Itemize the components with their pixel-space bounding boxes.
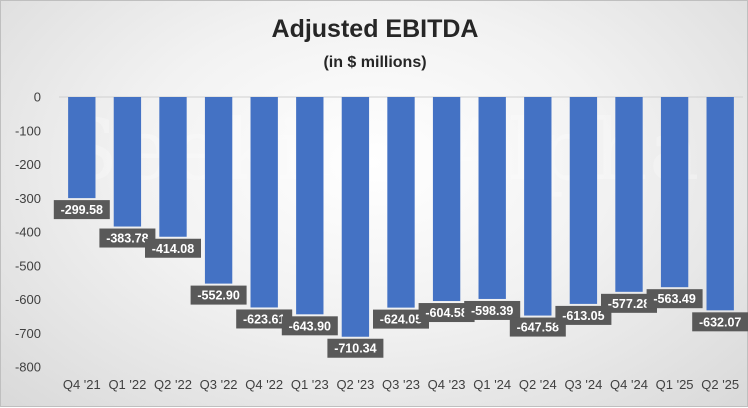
data-label: -647.58 bbox=[509, 317, 566, 337]
data-label-text: -624.05 bbox=[380, 313, 422, 327]
y-tick-label: -300 bbox=[15, 191, 41, 206]
x-tick-label: Q3 '24 bbox=[564, 377, 602, 392]
bar bbox=[250, 97, 278, 308]
y-tick-label: -500 bbox=[15, 258, 41, 273]
data-label-text: -598.39 bbox=[471, 304, 513, 318]
data-label: -710.34 bbox=[327, 338, 384, 358]
y-tick-label: -200 bbox=[15, 157, 41, 172]
data-label-text: -577.28 bbox=[608, 297, 650, 311]
data-labels: -299.58 -383.78 -414.08 -552.90 -623.61 -643.… bbox=[53, 200, 748, 358]
data-label-box bbox=[373, 309, 429, 329]
y-tick-label: -400 bbox=[15, 225, 41, 240]
data-label: -299.58 bbox=[53, 200, 110, 220]
bar bbox=[341, 97, 370, 337]
x-tick-label: Q4 '24 bbox=[610, 377, 648, 392]
bar bbox=[68, 97, 96, 199]
data-label-box bbox=[236, 309, 293, 329]
bar bbox=[387, 97, 415, 308]
data-label: -643.90 bbox=[281, 316, 338, 336]
data-label: -623.61 bbox=[236, 309, 293, 329]
x-tick-label: Q1 '23 bbox=[291, 377, 329, 392]
data-label: -383.78 bbox=[99, 228, 156, 248]
chart-subtitle: (in $ millions) bbox=[323, 54, 427, 71]
bar bbox=[296, 97, 324, 315]
data-label: -552.90 bbox=[190, 285, 247, 305]
data-label-box bbox=[692, 312, 748, 332]
x-tick-label: Q1 '25 bbox=[656, 377, 694, 392]
bar bbox=[478, 97, 506, 299]
x-tick-label: Q4 '22 bbox=[245, 377, 283, 392]
data-label: -577.28 bbox=[601, 293, 657, 313]
x-tick-label: Q2 '22 bbox=[154, 377, 192, 392]
y-tick-label: 0 bbox=[34, 90, 41, 105]
data-label-box bbox=[509, 317, 566, 337]
data-label-text: -623.61 bbox=[243, 312, 285, 326]
data-label-box bbox=[190, 285, 247, 305]
data-label: -624.05 bbox=[373, 309, 429, 329]
data-label-box bbox=[99, 228, 156, 248]
chart-title: Adjusted EBITDA bbox=[271, 15, 479, 43]
x-tick-label: Q2 '23 bbox=[336, 377, 374, 392]
data-label-box bbox=[601, 293, 657, 313]
bars bbox=[68, 97, 734, 337]
y-tick-label: -800 bbox=[15, 360, 41, 375]
data-label: -563.49 bbox=[646, 289, 703, 309]
x-tick-label: Q4 '23 bbox=[428, 377, 466, 392]
data-label-text: -647.58 bbox=[517, 321, 559, 335]
data-label-text: -552.90 bbox=[197, 289, 239, 303]
bar bbox=[432, 97, 461, 302]
data-label-box bbox=[646, 289, 703, 309]
data-label-text: -414.08 bbox=[152, 242, 194, 256]
x-tick-label: Q3 '23 bbox=[382, 377, 420, 392]
data-label-text: -563.49 bbox=[653, 292, 695, 306]
data-label-text: -299.58 bbox=[61, 203, 103, 217]
x-tick-label: Q3 '22 bbox=[200, 377, 238, 392]
data-label-box bbox=[281, 316, 338, 336]
data-label-box bbox=[418, 303, 475, 323]
x-tick-label: Q4 '21 bbox=[63, 377, 101, 392]
data-label: -414.08 bbox=[145, 238, 201, 258]
data-label: -632.07 bbox=[692, 312, 748, 332]
data-label: -598.39 bbox=[464, 300, 521, 320]
bar bbox=[159, 97, 187, 237]
y-tick-label: -700 bbox=[15, 326, 41, 341]
data-label-box bbox=[53, 200, 110, 220]
y-tick-label: -100 bbox=[15, 123, 41, 138]
data-label-text: -632.07 bbox=[699, 315, 741, 329]
bar bbox=[706, 97, 734, 311]
data-label-box bbox=[327, 338, 384, 358]
data-label-text: -710.34 bbox=[334, 342, 376, 356]
data-label: -604.58 bbox=[418, 303, 475, 323]
bar bbox=[204, 97, 233, 284]
data-label-box bbox=[145, 238, 201, 258]
x-tick-label: Q2 '24 bbox=[519, 377, 557, 392]
bar bbox=[113, 97, 142, 227]
data-label-text: -643.90 bbox=[289, 319, 331, 333]
bar bbox=[524, 97, 552, 316]
x-tick-label: Q1 '22 bbox=[108, 377, 146, 392]
bar bbox=[615, 97, 643, 292]
bar bbox=[569, 97, 598, 304]
data-label-text: -383.78 bbox=[106, 232, 148, 246]
data-label-box bbox=[555, 305, 612, 325]
data-label-text: -604.58 bbox=[425, 306, 467, 320]
bar bbox=[660, 97, 689, 288]
x-tick-label: Q1 '24 bbox=[473, 377, 511, 392]
data-label-box bbox=[464, 300, 521, 320]
data-label: -613.05 bbox=[555, 305, 612, 325]
y-tick-label: -600 bbox=[15, 292, 41, 307]
x-tick-label: Q2 '25 bbox=[701, 377, 739, 392]
data-label-text: -613.05 bbox=[562, 309, 604, 323]
